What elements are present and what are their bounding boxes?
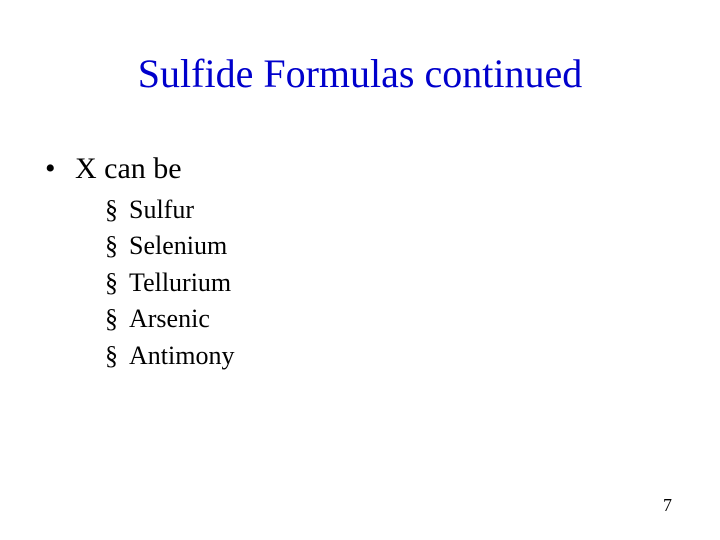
list-item-label: X can be	[75, 152, 182, 185]
slide-title: Sulfide Formulas continued	[0, 50, 720, 97]
list-item: Selenium	[105, 230, 234, 263]
list-item-label: Arsenic	[129, 304, 210, 333]
list-item-label: Antimony	[129, 341, 234, 370]
page-number: 7	[663, 495, 672, 516]
slide-body: X can be Sulfur Selenium Tellurium Arsen…	[45, 150, 234, 382]
bullet-list-level2: Sulfur Selenium Tellurium Arsenic Antimo…	[75, 194, 234, 373]
list-item-label: Sulfur	[129, 195, 194, 224]
bullet-list-level1: X can be Sulfur Selenium Tellurium Arsen…	[45, 150, 234, 372]
list-item-label: Tellurium	[129, 268, 231, 297]
list-item: Sulfur	[105, 194, 234, 227]
list-item: Tellurium	[105, 267, 234, 300]
list-item: Antimony	[105, 340, 234, 373]
list-item: Arsenic	[105, 303, 234, 336]
slide: Sulfide Formulas continued X can be Sulf…	[0, 0, 720, 540]
list-item: X can be Sulfur Selenium Tellurium Arsen…	[45, 150, 234, 372]
list-item-label: Selenium	[129, 231, 227, 260]
